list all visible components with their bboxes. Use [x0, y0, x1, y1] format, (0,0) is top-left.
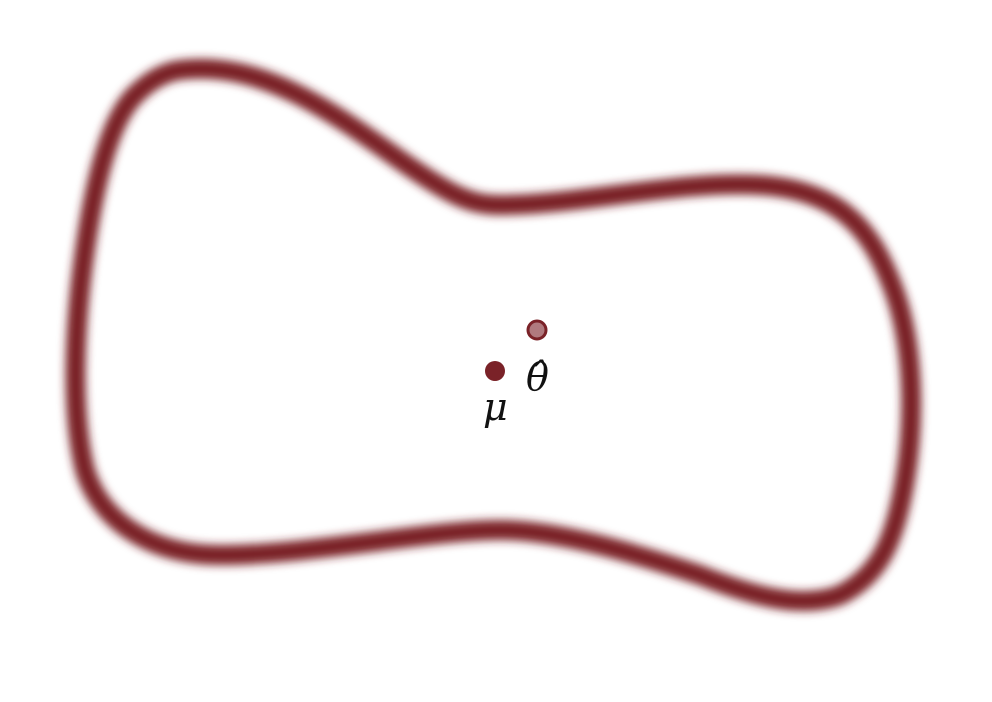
mean-point [485, 361, 505, 381]
region-boundary [65, 58, 922, 612]
mean-label: μ [483, 385, 508, 429]
estimate-point [526, 319, 548, 341]
estimate-label: θ̂ [526, 355, 549, 399]
